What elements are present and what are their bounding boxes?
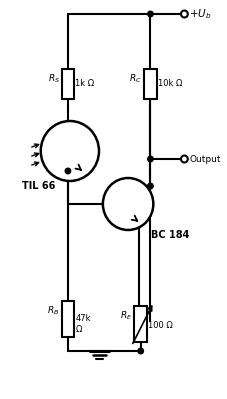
Text: BC 184: BC 184 bbox=[151, 230, 190, 240]
Text: TIL 66: TIL 66 bbox=[22, 181, 56, 191]
Text: $R_C$: $R_C$ bbox=[129, 73, 142, 85]
Bar bbox=[62, 301, 74, 337]
Text: 1k Ω: 1k Ω bbox=[75, 79, 94, 89]
Text: 100 Ω: 100 Ω bbox=[148, 322, 173, 330]
Circle shape bbox=[148, 11, 153, 17]
Text: 10k Ω: 10k Ω bbox=[158, 79, 182, 89]
Circle shape bbox=[41, 121, 99, 181]
Text: $R_S$: $R_S$ bbox=[48, 73, 60, 85]
Text: $R_B$: $R_B$ bbox=[47, 305, 60, 317]
Text: $R_E$: $R_E$ bbox=[120, 310, 133, 322]
Circle shape bbox=[181, 156, 188, 162]
Circle shape bbox=[65, 168, 71, 174]
Circle shape bbox=[148, 183, 153, 189]
Text: Output: Output bbox=[189, 154, 221, 164]
Text: 47k
Ω: 47k Ω bbox=[75, 314, 91, 334]
Bar bbox=[62, 69, 74, 99]
Text: $+U_b$: $+U_b$ bbox=[189, 7, 212, 21]
Circle shape bbox=[181, 10, 188, 18]
Bar bbox=[134, 306, 147, 342]
Circle shape bbox=[138, 348, 143, 354]
Circle shape bbox=[103, 178, 153, 230]
Circle shape bbox=[148, 156, 153, 162]
Bar bbox=[144, 69, 157, 99]
